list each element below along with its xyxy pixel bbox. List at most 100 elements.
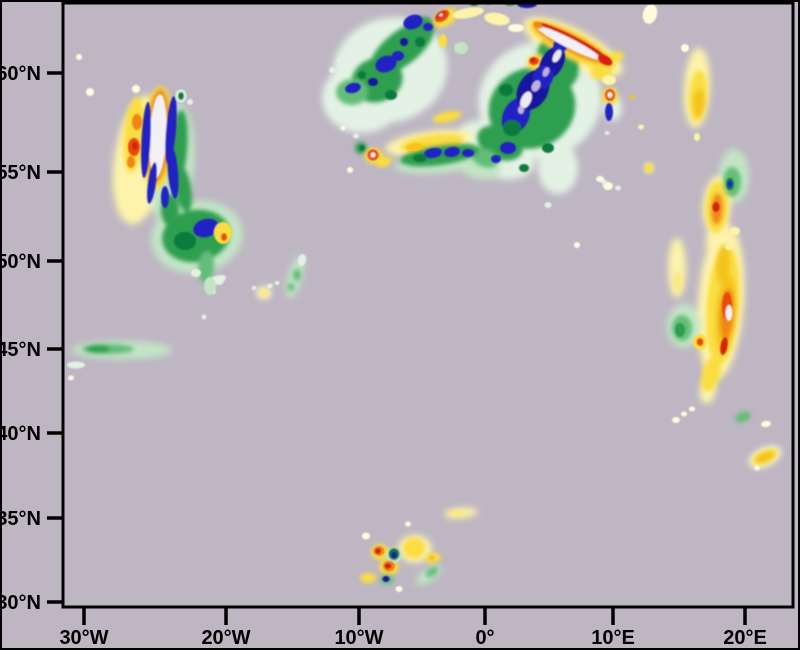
- field-blob: [293, 269, 301, 281]
- field-blob: [701, 356, 721, 392]
- field-blob: [530, 57, 536, 63]
- field-blob: [76, 54, 82, 60]
- field-blob: [518, 106, 524, 114]
- field-blob: [544, 202, 552, 208]
- field-blob: [519, 164, 529, 172]
- field-blob: [193, 218, 219, 238]
- field-blob: [147, 162, 157, 204]
- field-blob: [141, 102, 151, 178]
- field-blob: [415, 37, 425, 47]
- field-blob: [607, 92, 613, 98]
- field-blob: [450, 509, 466, 517]
- field-blob: [503, 120, 521, 136]
- field-blob: [642, 4, 658, 24]
- field-blob: [149, 94, 167, 178]
- field-blob: [712, 202, 720, 212]
- field-blob: [165, 96, 177, 164]
- field-blob: [392, 51, 404, 61]
- anomaly-field-layer: [67, 3, 781, 592]
- field-blob: [403, 538, 425, 558]
- field-blob: [132, 114, 142, 130]
- field-blob: [259, 288, 269, 298]
- field-blob: [536, 26, 602, 60]
- field-blob: [214, 275, 224, 285]
- field-blob: [191, 269, 201, 277]
- field-blob: [755, 451, 775, 463]
- y-tick-label-5: 35°N: [0, 508, 41, 530]
- field-blob: [362, 532, 370, 540]
- field-blob: [439, 13, 443, 17]
- field-blob: [454, 42, 468, 54]
- field-blob: [132, 142, 138, 150]
- field-blob: [68, 375, 74, 381]
- field-blob: [406, 142, 424, 152]
- field-blob: [167, 145, 179, 199]
- field-blob: [174, 164, 192, 212]
- field-blob: [132, 85, 140, 93]
- field-blob: [725, 244, 733, 250]
- field-blob: [491, 155, 501, 163]
- field-blob: [604, 131, 610, 135]
- field-blob: [601, 179, 607, 185]
- plot-frame: [61, 1, 795, 609]
- field-blob: [675, 323, 685, 337]
- field-blob: [452, 7, 484, 19]
- field-blob: [542, 67, 550, 77]
- y-tick-label-4: 40°N: [0, 423, 41, 445]
- field-blob: [638, 124, 644, 130]
- field-blob: [615, 185, 621, 191]
- field-blob: [127, 156, 135, 168]
- field-blob: [629, 94, 635, 100]
- field-blob: [385, 90, 397, 100]
- field-blob: [429, 555, 435, 561]
- field-blob: [424, 147, 442, 159]
- x-tick-label-2: 10°W: [334, 627, 383, 649]
- field-blob: [370, 152, 376, 158]
- field-blob: [267, 283, 273, 289]
- field-blob: [681, 44, 689, 52]
- field-blob: [197, 251, 215, 283]
- field-blob: [533, 21, 543, 29]
- field-blob: [672, 417, 680, 423]
- field-blob: [251, 286, 257, 290]
- field-blob: [552, 49, 562, 63]
- field-blob: [754, 465, 760, 471]
- field-blob: [520, 91, 532, 109]
- field-blob: [340, 125, 346, 131]
- field-blob: [674, 271, 682, 293]
- field-blob: [605, 103, 613, 121]
- y-tick-label-3: 45°N: [0, 339, 41, 361]
- field-blob: [375, 55, 397, 73]
- field-blob: [359, 145, 365, 151]
- field-blob: [720, 337, 728, 355]
- field-blob: [574, 242, 580, 248]
- y-tick-label-1: 55°N: [0, 162, 41, 184]
- field-blob: [221, 233, 227, 241]
- x-tick-label-4: 10°E: [591, 627, 635, 649]
- field-blob: [439, 34, 447, 48]
- y-tick-label-6: 30°N: [0, 592, 41, 614]
- field-blob: [423, 23, 433, 31]
- field-blob: [214, 222, 232, 244]
- field-blob: [499, 84, 513, 96]
- field-blob: [608, 51, 624, 63]
- y-tick-label-0: 60°N: [0, 63, 41, 85]
- x-tick-label-5: 20°E: [723, 627, 767, 649]
- x-tick-label-0: 30°W: [59, 627, 108, 649]
- field-blob: [715, 245, 731, 285]
- field-blob: [353, 133, 359, 139]
- field-blob: [692, 89, 706, 117]
- field-blob: [86, 345, 110, 353]
- field-blob: [395, 586, 403, 592]
- field-blob: [274, 281, 280, 285]
- field-blob: [375, 548, 381, 554]
- field-blob: [432, 111, 462, 123]
- field-blob: [597, 54, 613, 66]
- field-blob: [444, 146, 460, 158]
- field-blob: [345, 82, 361, 94]
- field-blob: [329, 67, 335, 73]
- field-blob: [471, 148, 499, 168]
